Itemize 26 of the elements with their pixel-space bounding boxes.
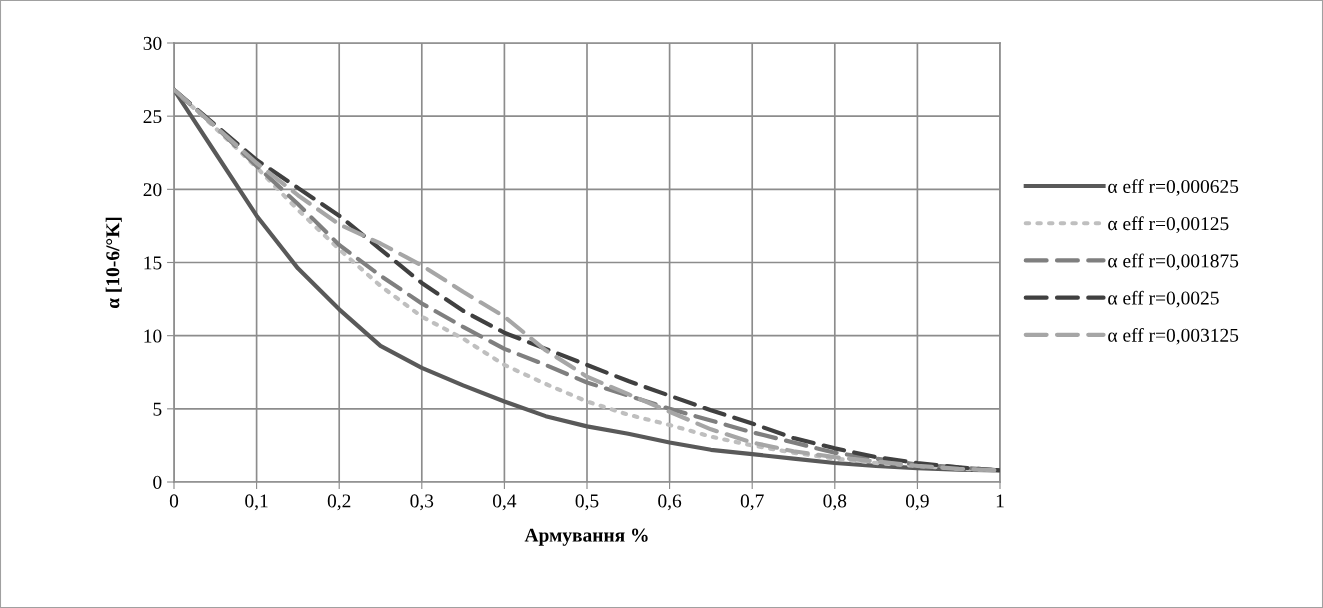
y-tick-label: 10: [144, 329, 162, 343]
y-tick-label: 15: [144, 256, 162, 270]
x-tick-label: 0: [169, 494, 179, 508]
x-tick-label: 0,6: [658, 494, 682, 511]
x-tick-label: 0,1: [245, 494, 268, 511]
x-tick-label: 0,8: [823, 494, 847, 511]
y-tick-label: 5: [153, 402, 162, 416]
legend-label: α eff r=0,00125: [1108, 216, 1229, 234]
legend-label: α eff r=0,000625: [1108, 179, 1239, 196]
x-tick-label: 0,2: [327, 494, 351, 511]
x-tick-label: 1: [996, 494, 1004, 508]
y-tick-label: 0: [153, 475, 162, 489]
x-tick-label: 0,9: [905, 494, 929, 511]
y-tick-label: 20: [143, 183, 162, 197]
x-axis-title: Армування %: [524, 528, 648, 546]
legend-label: α eff r=0,0025: [1108, 290, 1219, 308]
x-tick-label: 0,7: [740, 494, 764, 511]
line-series: [174, 87, 1000, 473]
y-axis-title: α [10-6/°K]: [105, 217, 122, 309]
y-tick-label: 25: [143, 110, 162, 124]
x-tick-label: 0,4: [492, 494, 517, 511]
x-tick-label: 0,5: [575, 494, 599, 511]
y-tick-label: 30: [143, 36, 162, 50]
legend-label: α eff r=0,001875: [1108, 253, 1239, 271]
legend-label: α eff r=0,003125: [1108, 327, 1239, 345]
x-tick-label: 0,3: [410, 494, 434, 511]
